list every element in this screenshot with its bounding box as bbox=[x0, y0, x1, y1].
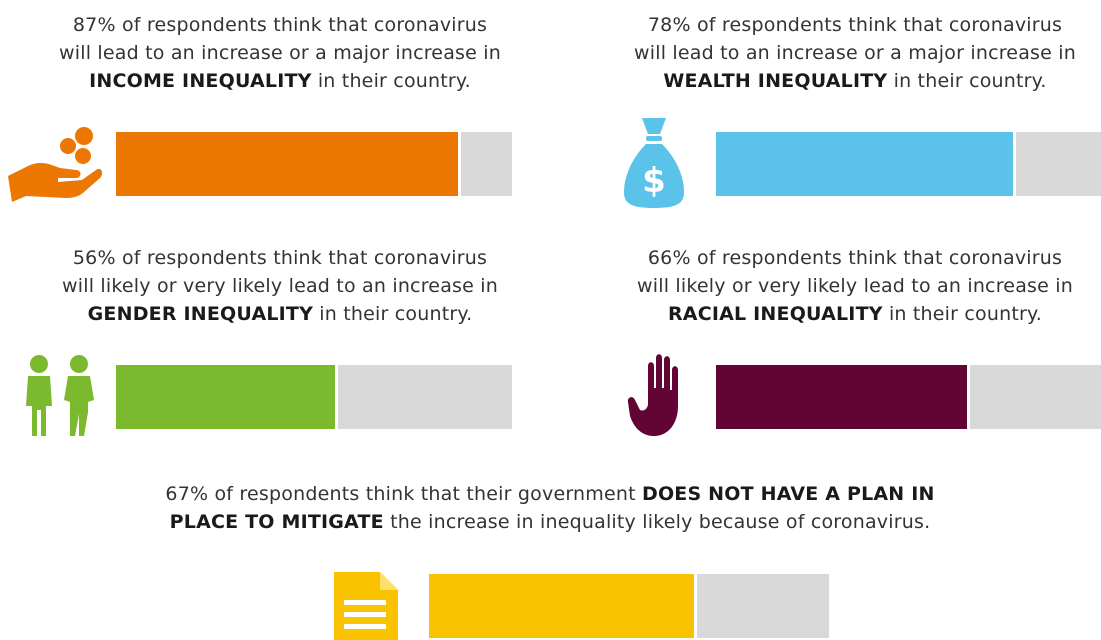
plan-bar bbox=[429, 574, 697, 638]
raised-hand-icon bbox=[627, 354, 678, 436]
racial-bar-track bbox=[716, 365, 1101, 429]
wealth-bar-track bbox=[716, 132, 1101, 196]
caption-plan-pre: 67% of respondents think that their gove… bbox=[165, 483, 642, 505]
caption-racial-line2: will likely or very likely lead to an in… bbox=[637, 275, 1073, 297]
caption-income: 87% of respondents think that coronaviru… bbox=[20, 11, 540, 95]
income-bar-track bbox=[116, 132, 512, 196]
wealth-bar bbox=[716, 132, 1017, 196]
caption-income-line1: 87% of respondents think that coronaviru… bbox=[72, 14, 488, 36]
racial-bar bbox=[716, 365, 971, 429]
people-icon bbox=[26, 355, 94, 436]
caption-wealth-line2: will lead to an increase or a major incr… bbox=[634, 42, 1076, 64]
caption-gender-highlight: GENDER INEQUALITY bbox=[87, 303, 314, 325]
caption-wealth-highlight: WEALTH INEQUALITY bbox=[663, 70, 888, 92]
caption-plan-tail: the increase in inequality likely becaus… bbox=[383, 511, 931, 533]
caption-racial-line1: 66% of respondents think that coronaviru… bbox=[647, 247, 1063, 269]
money-bag-icon: $ bbox=[624, 118, 684, 208]
caption-gender: 56% of respondents think that coronaviru… bbox=[20, 244, 540, 328]
caption-gender-line2: will likely or very likely lead to an in… bbox=[62, 275, 498, 297]
gender-bar bbox=[116, 365, 338, 429]
document-icon bbox=[334, 572, 398, 640]
caption-gender-tail: in their country. bbox=[313, 303, 473, 325]
caption-plan: 67% of respondents think that their gove… bbox=[100, 480, 1000, 536]
plan-bar-track bbox=[429, 574, 829, 638]
caption-income-tail: in their country. bbox=[311, 70, 471, 92]
caption-plan-highlight1: DOES NOT HAVE A PLAN IN bbox=[641, 483, 935, 505]
caption-gender-line1: 56% of respondents think that coronaviru… bbox=[72, 247, 488, 269]
caption-income-line2: will lead to an increase or a major incr… bbox=[59, 42, 501, 64]
caption-racial: 66% of respondents think that coronaviru… bbox=[610, 244, 1100, 328]
caption-wealth-line1: 78% of respondents think that coronaviru… bbox=[647, 14, 1063, 36]
income-bar bbox=[116, 132, 461, 196]
caption-plan-highlight2: PLACE TO MITIGATE bbox=[169, 511, 384, 533]
caption-income-highlight: INCOME INEQUALITY bbox=[89, 70, 312, 92]
caption-racial-highlight: RACIAL INEQUALITY bbox=[667, 303, 883, 325]
gender-bar-track bbox=[116, 365, 512, 429]
caption-wealth-tail: in their country. bbox=[887, 70, 1047, 92]
caption-wealth: 78% of respondents think that coronaviru… bbox=[610, 11, 1100, 95]
svg-text:$: $ bbox=[642, 161, 666, 201]
hand-coins-icon bbox=[8, 127, 102, 202]
caption-racial-tail: in their country. bbox=[882, 303, 1043, 325]
